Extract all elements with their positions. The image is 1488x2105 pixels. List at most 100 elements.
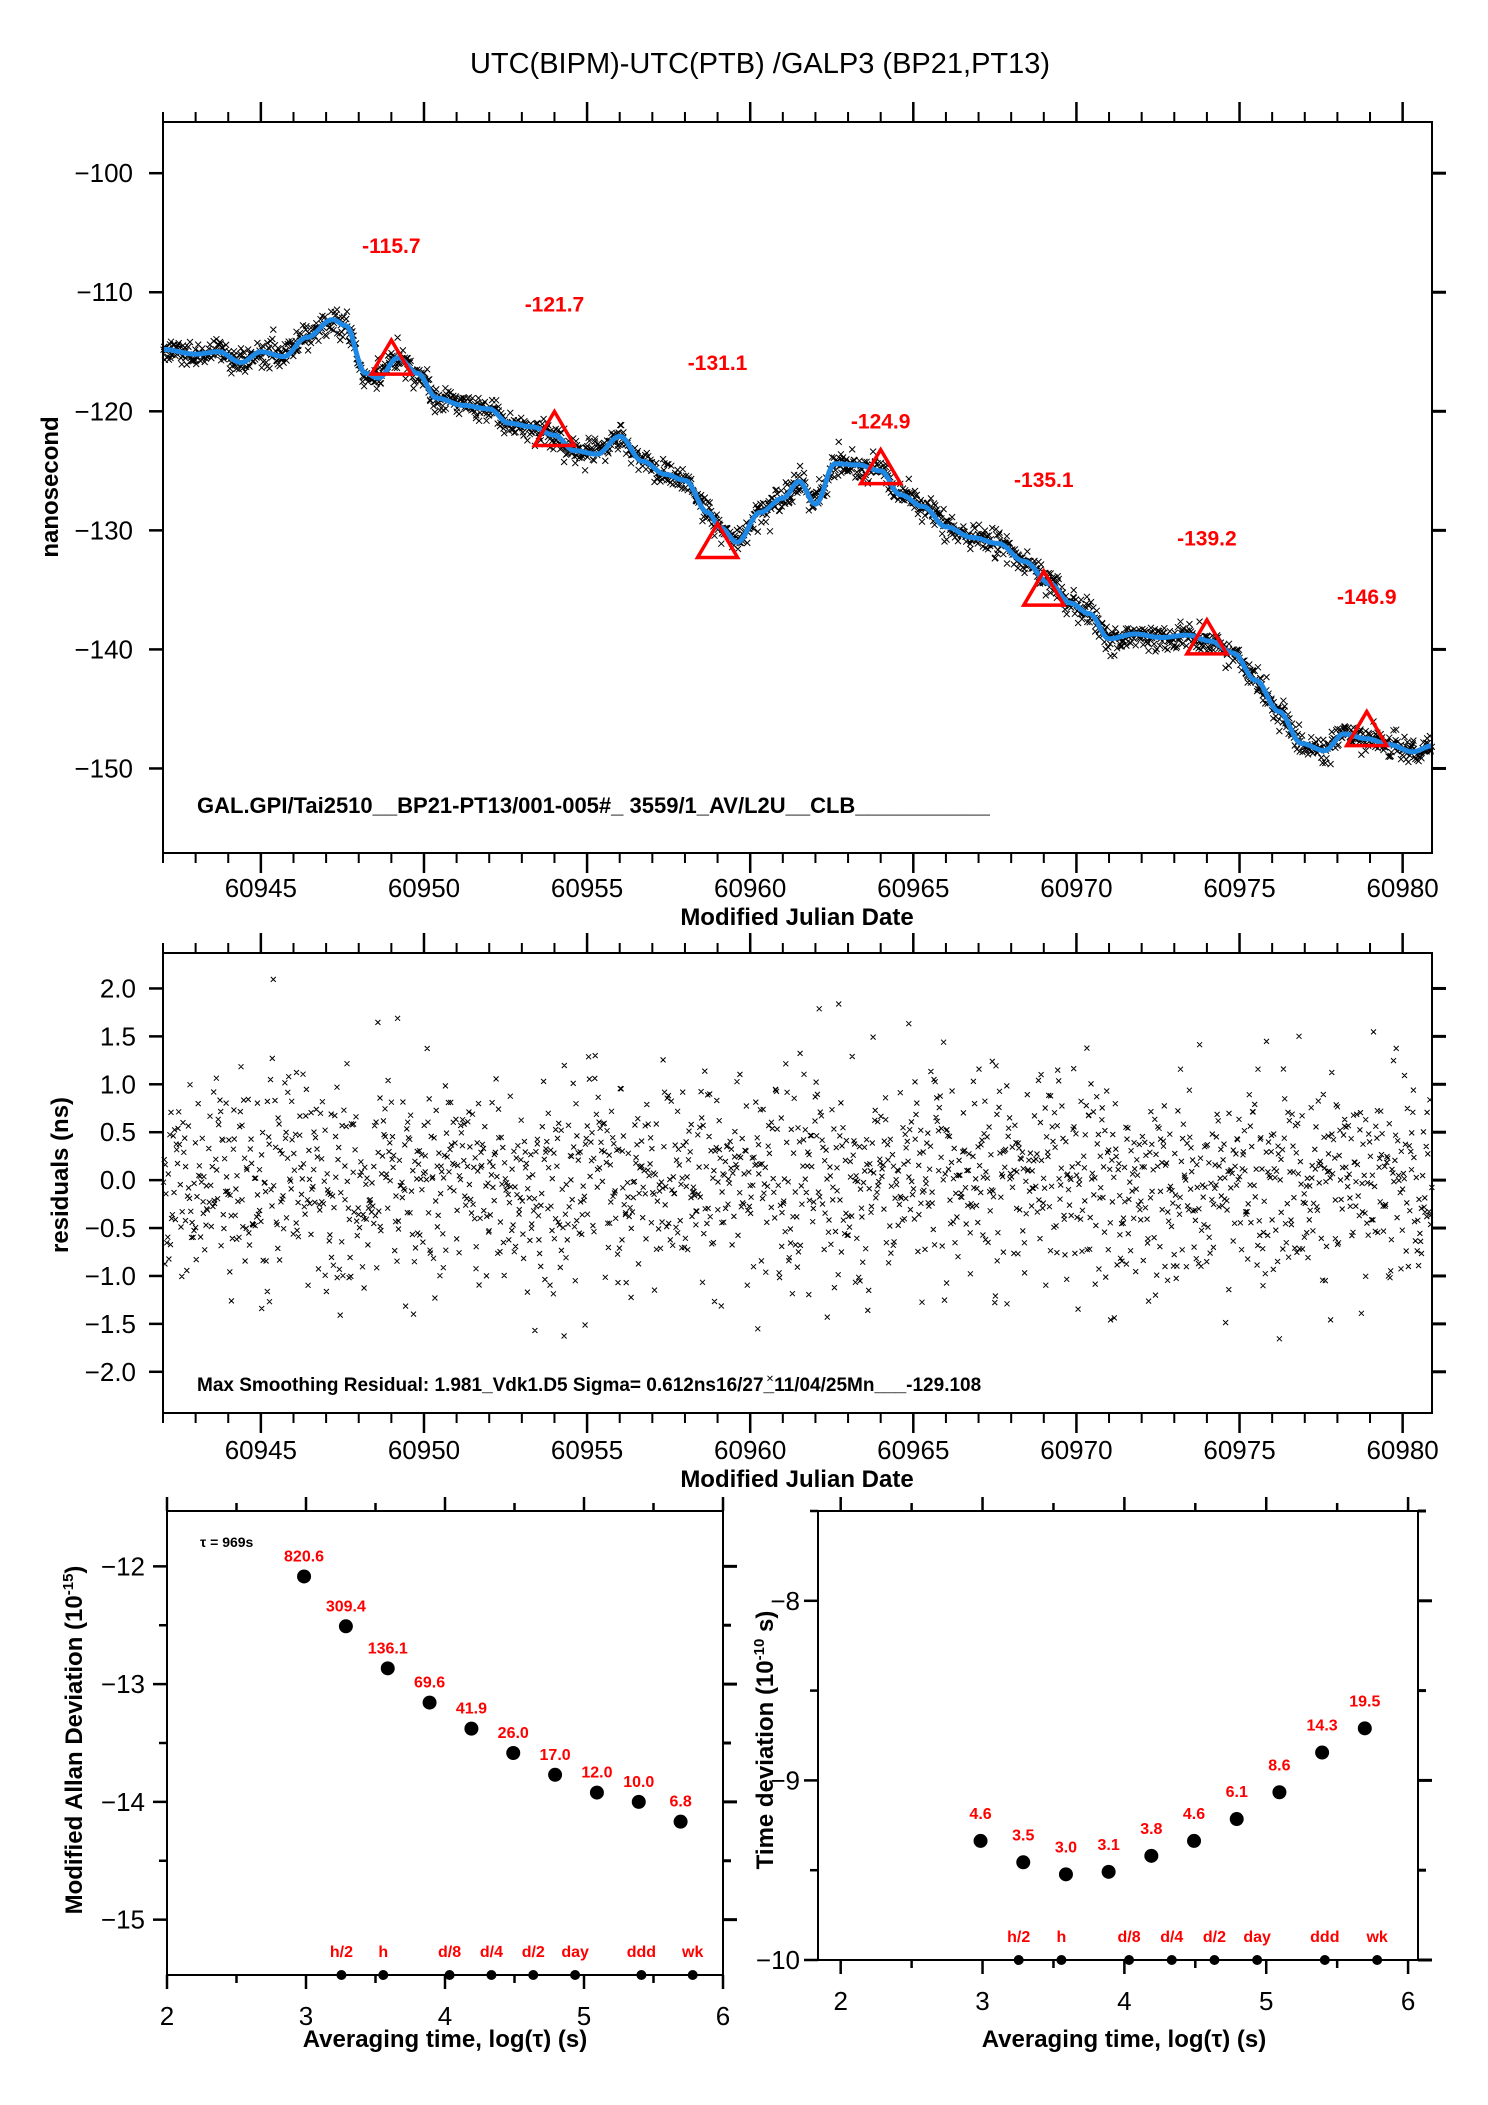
mdev-point — [297, 1569, 312, 1584]
tdev-y-label-end: s) — [752, 1611, 779, 1639]
timeseries-x-tick-label: 60950 — [388, 873, 460, 903]
timeseries-y-label: nanosecond — [37, 416, 64, 557]
residuals-y-tick-label: 2.0 — [100, 973, 136, 1003]
mdev-time-marker-dot — [444, 1970, 455, 1980]
tdev-point-label: 3.5 — [1012, 1827, 1034, 1844]
chart-title: UTC(BIPM)-UTC(PTB) /GALP3 (BP21,PT13) — [470, 48, 1050, 80]
tdev-x-tick-label: 2 — [833, 1986, 847, 2016]
residuals-frame — [162, 952, 1433, 1414]
mdev-x-tick-label: 6 — [716, 2001, 730, 2031]
tdev-time-marker-dot — [1166, 1955, 1177, 1965]
residuals-x-axis: 60945 60950 60955 60960 60965 60970 60975 60980 — [162, 933, 1439, 1465]
tdev-y-tick-label: −8 — [770, 1586, 800, 1616]
tdev-time-marker-label: h — [1057, 1929, 1067, 1946]
timeseries-y-tick-label: −130 — [74, 515, 133, 545]
residuals-y-tick-label: −0.5 — [85, 1213, 136, 1243]
tdev-time-markers: h/2 h d/8 d/4 d/2 day ddd wk — [1007, 1929, 1388, 1965]
mdev-point-label: 6.8 — [669, 1794, 691, 1811]
mdev-x-tick-label: 2 — [160, 2001, 174, 2031]
tdev-point — [1144, 1848, 1159, 1863]
timeseries-y-tick-label: −110 — [76, 277, 133, 307]
timeseries-x-tick-label: 60965 — [877, 873, 949, 903]
residuals-y-tick-label: 1.5 — [100, 1021, 136, 1051]
tdev-time-marker-label: ddd — [1310, 1929, 1339, 1946]
timeseries-x-tick-label: 60960 — [714, 873, 786, 903]
mdev-points: 820.6 309.4 136.1 69.6 41.9 26.0 17.0 12.0 10.0 6… — [284, 1548, 692, 1829]
residuals-x-tick-label: 60960 — [714, 1435, 786, 1465]
tdev-panel: 2 3 4 5 6 −8 −9 −10 4.6 3.5 3.0 3.1 3.8 4.6 6.1 8.6 14… — [751, 1497, 1432, 2053]
tdev-time-marker-dot — [1209, 1955, 1220, 1965]
triangle-marker — [1343, 708, 1390, 748]
tdev-point — [1357, 1721, 1372, 1736]
tdev-point-label: 4.6 — [969, 1806, 991, 1823]
tdev-x-tick-label: 5 — [1259, 1986, 1273, 2016]
data-point-crosses — [160, 306, 1436, 768]
timeseries-y-tick-label: −150 — [74, 753, 133, 783]
mdev-point — [506, 1746, 521, 1761]
tdev-x-tick-label: 6 — [1401, 1986, 1415, 2016]
mdev-point — [631, 1794, 646, 1809]
residuals-x-tick-label: 60950 — [388, 1435, 460, 1465]
mdev-point — [673, 1814, 688, 1829]
mdev-time-marker-dot — [636, 1970, 647, 1980]
residuals-panel: 60945 60950 60955 60960 60965 60970 60975 60980… — [47, 933, 1446, 1493]
mdev-point-label: 17.0 — [540, 1747, 571, 1764]
tdev-x-tick-label: 3 — [975, 1986, 989, 2016]
marker-value-label: -131.1 — [688, 352, 748, 375]
tdev-x-tick-label: 4 — [1117, 1986, 1131, 2016]
mdev-y-label-base: Modified Allan Deviation (10 — [61, 1595, 88, 1914]
mdev-point-label: 41.9 — [456, 1701, 487, 1718]
triangle-marker — [857, 446, 904, 486]
tdev-time-marker-dot — [1252, 1955, 1263, 1965]
triangle-marker — [368, 336, 415, 376]
mdev-y-tick-label: −15 — [101, 1905, 145, 1935]
marker-value-label: -124.9 — [851, 411, 911, 434]
marker-value-label: -115.7 — [362, 235, 420, 258]
tdev-point — [1272, 1785, 1287, 1800]
triangle-marker — [1183, 616, 1230, 656]
timeseries-x-tick-label: 60945 — [225, 873, 297, 903]
residuals-y-tick-label: −1.5 — [85, 1309, 136, 1339]
tdev-point — [1187, 1833, 1202, 1848]
tdev-time-marker-label: wk — [1365, 1929, 1387, 1946]
residuals-y-tick-label: 0.5 — [100, 1117, 136, 1147]
tdev-point-label: 3.1 — [1098, 1837, 1120, 1854]
tdev-y-label-base: Time deviation (10 — [752, 1660, 779, 1869]
residuals-y-tick-label: 0.0 — [100, 1165, 136, 1195]
mdev-time-marker-dot — [378, 1970, 389, 1980]
timeseries-y-tick-label: −120 — [74, 396, 133, 426]
tdev-point — [1016, 1855, 1031, 1870]
mdev-time-marker-label: d/4 — [480, 1944, 503, 1961]
timeseries-markers: -115.7 -121.7 -131.1 -124.9 -135.1 -139.2 -146… — [362, 235, 1397, 748]
timeseries-panel: -115.7 -121.7 -131.1 -124.9 -135.1 -139.2 -146… — [37, 102, 1446, 931]
timeseries-x-tick-label: 60970 — [1040, 873, 1112, 903]
residuals-x-tick-label: 60975 — [1203, 1435, 1275, 1465]
marker-value-label: -146.9 — [1337, 586, 1397, 609]
residuals-x-label: Modified Julian Date — [680, 1466, 913, 1493]
tdev-x-label: Averaging time, log(τ) (s) — [982, 2026, 1267, 2053]
mdev-time-marker-label: ddd — [627, 1944, 656, 1961]
mdev-time-marker-label: wk — [681, 1944, 703, 1961]
tdev-y-label: Time deviation (10-10 s) — [751, 1611, 779, 1870]
residual-points — [160, 976, 1435, 1382]
mdev-time-marker-dot — [528, 1970, 539, 1980]
timeseries-y-axis: −100 −110 −120 −130 −140 −150 — [74, 158, 1446, 783]
residuals-x-tick-label: 60955 — [551, 1435, 623, 1465]
mdev-time-marker-label: d/2 — [522, 1944, 545, 1961]
residuals-y-tick-label: −1.0 — [85, 1261, 136, 1291]
timeseries-x-tick-label: 60980 — [1366, 873, 1438, 903]
smoothed-curve — [162, 317, 1433, 755]
tdev-point — [1229, 1812, 1244, 1827]
mdev-point-label: 136.1 — [368, 1640, 408, 1657]
residuals-x-tick-label: 60965 — [877, 1435, 949, 1465]
mdev-point-label: 12.0 — [581, 1765, 612, 1782]
tdev-time-marker-label: d/8 — [1118, 1929, 1141, 1946]
tdev-point — [1058, 1867, 1073, 1882]
tdev-frame — [817, 1510, 1419, 1961]
tdev-point-label: 6.1 — [1226, 1784, 1248, 1801]
mdev-point — [422, 1695, 437, 1710]
timeseries-y-tick-label: −140 — [74, 634, 133, 664]
mdev-point — [380, 1661, 395, 1676]
mdev-x-tick-label: 4 — [438, 2001, 452, 2031]
